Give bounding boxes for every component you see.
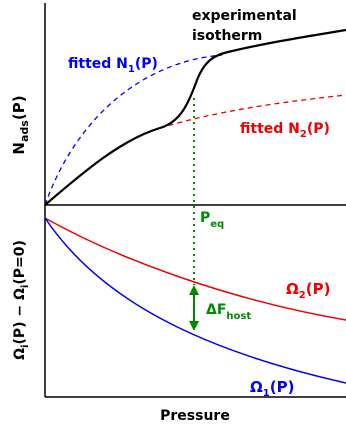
- bottom-y-axis-label: Ωi(P) − Ωi(P=0): [12, 240, 31, 360]
- omega2-curve: [44, 217, 346, 321]
- peq-label: Peq: [200, 210, 224, 230]
- fitted-n2-label: fitted N2(P): [240, 121, 330, 140]
- experimental-label-line1: experimental: [192, 8, 297, 24]
- fitted-n1-curve: [44, 54, 223, 206]
- top-y-axis-label: Nads(P): [10, 95, 31, 154]
- fitted-n1-label: fitted N1(P): [68, 56, 158, 75]
- omega2-label: Ω2(P): [286, 280, 330, 301]
- experimental-label-line2: isotherm: [192, 28, 262, 44]
- experimental-isotherm-curve: [44, 28, 346, 206]
- delta-f-host-label: ΔFhost: [206, 302, 251, 322]
- x-axis-label: Pressure: [160, 408, 230, 424]
- omega1-curve: [44, 217, 346, 384]
- fitted-n2-curve: [159, 94, 346, 129]
- omega1-label: Ω1(P): [250, 378, 294, 399]
